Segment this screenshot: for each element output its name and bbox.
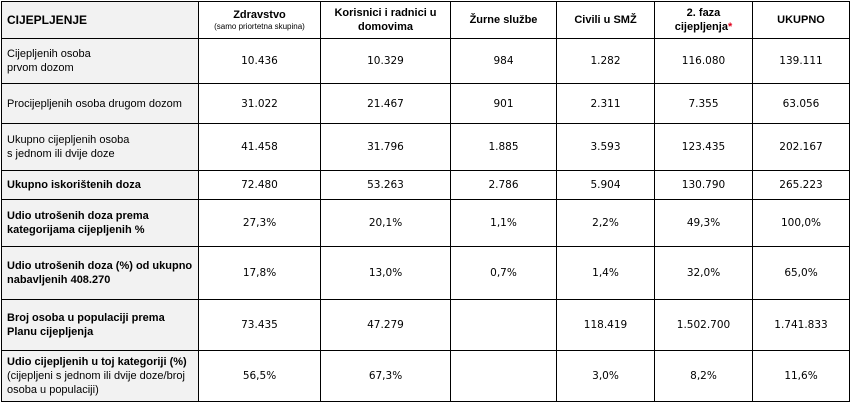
table-cell: 31.022 [198, 83, 321, 124]
asterisk-mark: * [727, 21, 733, 33]
table-cell: 49,3% [654, 199, 753, 247]
table-cell [450, 299, 557, 351]
table-cell: 3,0% [556, 350, 655, 402]
col-header-ukupno: UKUPNO [752, 1, 850, 39]
table-cell: 984 [450, 38, 557, 84]
table-cell: 41.458 [198, 123, 321, 171]
row-label: Cijepljenih osoba prvom dozom [1, 38, 199, 84]
table-cell: 72.480 [198, 170, 321, 200]
table-cell: 1.885 [450, 123, 557, 171]
table-cell: 1.502.700 [654, 299, 753, 351]
table-cell: 1,4% [556, 246, 655, 300]
col-header-faza2: 2. faza cijepljenja* [654, 1, 753, 39]
row-label-rest: (cijepljeni s jednom ili dvije doze/broj… [7, 370, 185, 396]
table-cell: 1.282 [556, 38, 655, 84]
header-row: CIJEPLJENJE Zdravstvo (samo priortetna s… [1, 1, 850, 39]
table-cell: 100,0% [752, 199, 850, 247]
table-row: Udio utrošenih doza prema kategorijama c… [1, 199, 850, 247]
table-cell: 5.904 [556, 170, 655, 200]
table-row: Procijepljenih osoba drugom dozom 31.022 2… [1, 83, 850, 124]
table-cell: 202.167 [752, 123, 850, 171]
table-cell: 8,2% [654, 350, 753, 402]
table-row: Ukupno cijepljenih osoba s jednom ili dv… [1, 123, 850, 171]
table-row: Udio utrošenih doza (%) od ukupno nabavl… [1, 246, 850, 300]
corner-header: CIJEPLJENJE [1, 1, 199, 39]
table-cell: 116.080 [654, 38, 753, 84]
table-row: Udio cijepljenih u toj kategoriji (%) (c… [1, 350, 850, 402]
table-cell: 265.223 [752, 170, 850, 200]
row-label-bold: Udio cijepljenih u toj kategoriji (%) [7, 356, 187, 368]
table-cell: 0,7% [450, 246, 557, 300]
table-cell: 3.593 [556, 123, 655, 171]
row-label: Ukupno cijepljenih osoba s jednom ili dv… [1, 123, 199, 171]
col-header-label: 2. faza cijepljenja [674, 7, 728, 33]
table-cell: 11,6% [752, 350, 850, 402]
table-cell: 2,2% [556, 199, 655, 247]
col-header-civili: Civili u SMŽ [556, 1, 655, 39]
table-cell: 27,3% [198, 199, 321, 247]
table-cell: 2.786 [450, 170, 557, 200]
col-header-label: Zdravstvo [233, 9, 286, 21]
row-label: Ukupno iskorištenih doza [1, 170, 199, 200]
table-cell: 2.311 [556, 83, 655, 124]
table-row: Ukupno iskorištenih doza 72.480 53.263 2.78… [1, 170, 850, 200]
row-label: Udio utrošenih doza (%) od ukupno nabavl… [1, 246, 199, 300]
table-cell: 20,1% [320, 199, 451, 247]
table-cell: 130.790 [654, 170, 753, 200]
table-cell: 1,1% [450, 199, 557, 247]
table-cell: 47.279 [320, 299, 451, 351]
table-cell: 65,0% [752, 246, 850, 300]
table-row: Cijepljenih osoba prvom dozom 10.436 10.32… [1, 38, 850, 84]
table-cell: 1.741.833 [752, 299, 850, 351]
col-header-sub: (samo priortetna skupina) [214, 22, 305, 31]
row-label: Procijepljenih osoba drugom dozom [1, 83, 199, 124]
row-label: Udio cijepljenih u toj kategoriji (%) (c… [1, 350, 199, 402]
table-cell: 31.796 [320, 123, 451, 171]
table-cell: 123.435 [654, 123, 753, 171]
table-cell: 21.467 [320, 83, 451, 124]
table-cell: 53.263 [320, 170, 451, 200]
table-cell: 32,0% [654, 246, 753, 300]
col-header-domovi: Korisnici i radnici u domovima [320, 1, 451, 39]
table-cell: 63.056 [752, 83, 850, 124]
table-cell: 73.435 [198, 299, 321, 351]
table-cell [450, 350, 557, 402]
table-cell: 56,5% [198, 350, 321, 402]
row-label: Broj osoba u populaciji prema Planu cije… [1, 299, 199, 351]
table-cell: 13,0% [320, 246, 451, 300]
table-cell: 10.329 [320, 38, 451, 84]
table-cell: 139.111 [752, 38, 850, 84]
table-cell: 67,3% [320, 350, 451, 402]
table-cell: 17,8% [198, 246, 321, 300]
row-label: Udio utrošenih doza prema kategorijama c… [1, 199, 199, 247]
table-cell: 901 [450, 83, 557, 124]
col-header-zdravstvo: Zdravstvo (samo priortetna skupina) [198, 1, 321, 39]
table-cell: 118.419 [556, 299, 655, 351]
table-cell: 10.436 [198, 38, 321, 84]
table-row: Broj osoba u populaciji prema Planu cije… [1, 299, 850, 351]
table-cell: 7.355 [654, 83, 753, 124]
col-header-zurne: Žurne službe [450, 1, 557, 39]
